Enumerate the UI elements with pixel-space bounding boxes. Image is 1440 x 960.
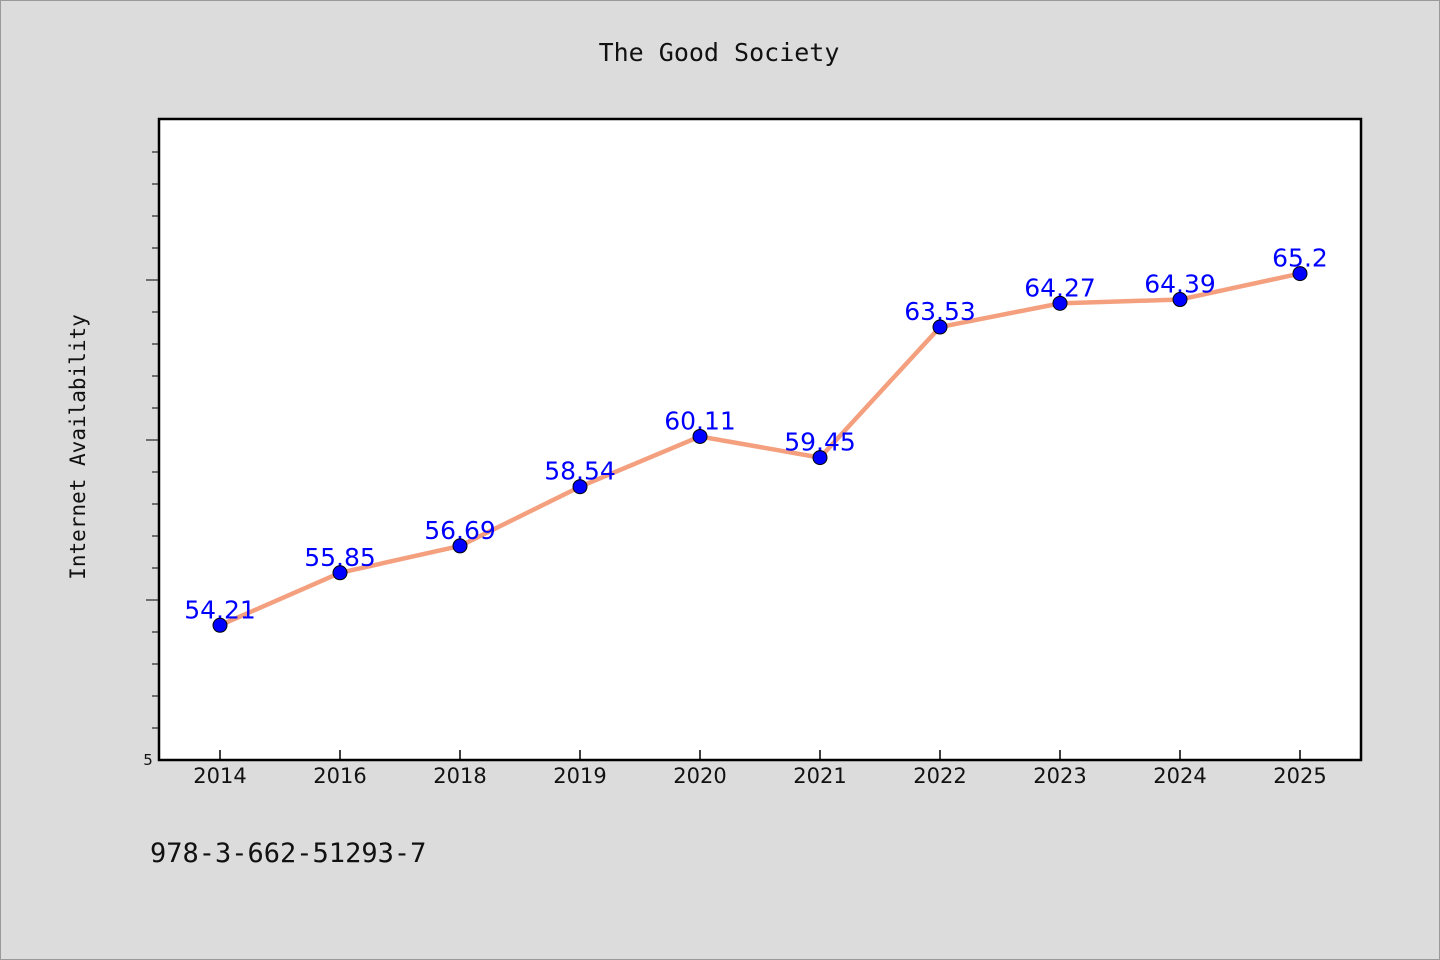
x-tick-label: 2016 (313, 764, 366, 788)
data-point-marker (332, 565, 348, 581)
x-axis-ticks: 2014 2016 2018 2019 2020 2021 2022 2023 2024 2025 (193, 750, 1327, 788)
y-tick-label: 5 (143, 751, 153, 769)
x-tick-label: 2020 (673, 764, 726, 788)
plot-area (157, 117, 1363, 762)
chart-title: The Good Society (599, 38, 840, 67)
x-tick-label: 2019 (553, 764, 606, 788)
data-point-marker (1172, 292, 1188, 308)
data-point-marker (452, 538, 468, 554)
y-axis-ticks: 5 (143, 151, 160, 769)
x-tick-label: 2025 (1273, 764, 1326, 788)
isbn-footer: 978-3-662-51293-7 (150, 838, 426, 869)
data-point-marker (1292, 266, 1308, 282)
data-markers (212, 266, 1308, 633)
x-tick-label: 2021 (793, 764, 846, 788)
x-tick-label: 2014 (193, 764, 246, 788)
data-point-marker (932, 319, 948, 335)
x-tick-label: 2023 (1033, 764, 1086, 788)
series-line (217, 271, 1303, 628)
data-point-marker (572, 479, 588, 495)
data-point-marker (1052, 295, 1068, 311)
data-point-marker (692, 428, 708, 444)
y-axis-label: Internet Availability (66, 314, 90, 580)
x-tick-label: 2018 (433, 764, 486, 788)
data-point-marker (812, 450, 828, 466)
x-tick-label: 2024 (1153, 764, 1206, 788)
x-tick-label: 2022 (913, 764, 966, 788)
data-point-marker (212, 617, 228, 633)
